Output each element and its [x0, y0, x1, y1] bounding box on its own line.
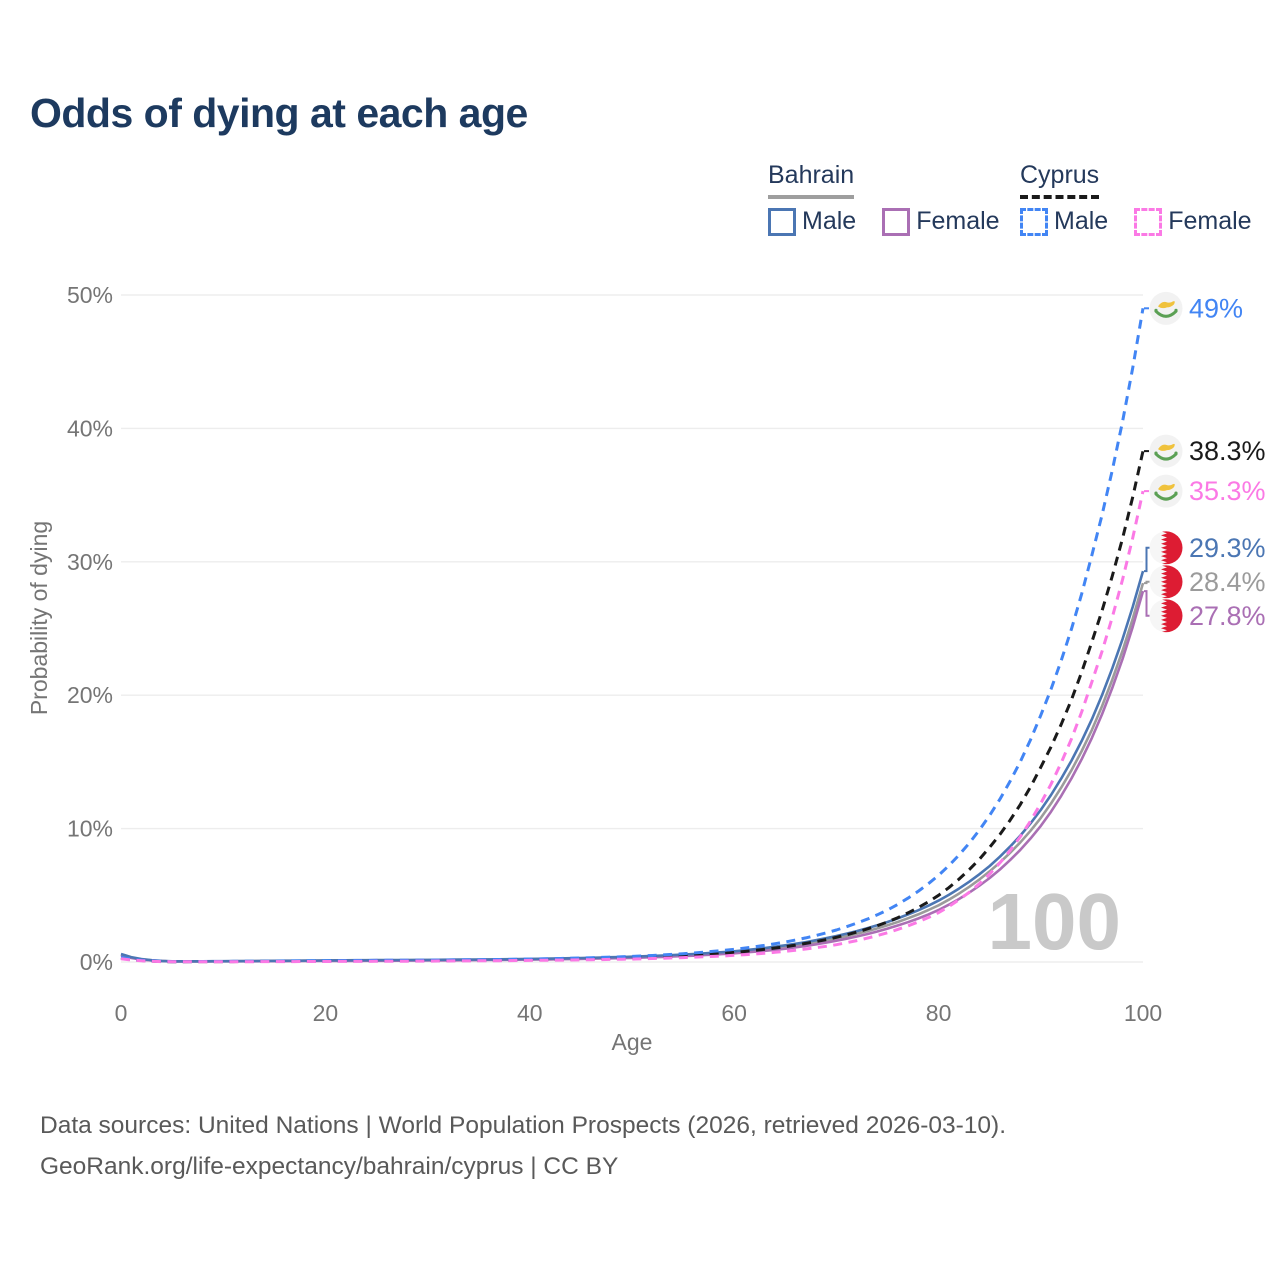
end-label-bahrain-male: 29.3% — [1144, 531, 1266, 573]
cyprus-flag-leaf — [1174, 491, 1178, 495]
cyprus-flag-icon — [1149, 291, 1183, 325]
y-tick-label: 40% — [67, 415, 113, 441]
end-label-cyprus-both: 38.3% — [1144, 434, 1266, 468]
bahrain-flag-red-field — [1161, 599, 1183, 633]
x-tick-label: 40 — [517, 1000, 543, 1026]
cyprus-flag-leaf — [1154, 308, 1158, 312]
x-tick-label: 0 — [115, 1000, 128, 1026]
source-attribution: Data sources: United Nations | World Pop… — [40, 1105, 1006, 1187]
leader-line — [1144, 546, 1150, 573]
cyprus-flag-icon — [1149, 434, 1183, 468]
cyprus-flag-wreath — [1154, 452, 1178, 461]
x-tick-label: 60 — [721, 1000, 747, 1026]
legend-country-cyprus: Cyprus — [1020, 161, 1100, 199]
y-axis-title: Probability of dying — [26, 521, 52, 715]
end-label-value: 29.3% — [1189, 533, 1266, 563]
line-cyprus-both[interactable] — [120, 450, 1145, 964]
end-label-value: 35.3% — [1189, 476, 1266, 506]
y-tick-label: 20% — [67, 682, 113, 708]
age-counter-watermark: 100 — [988, 877, 1121, 966]
cyprus-male-swatch-icon[interactable] — [1020, 207, 1048, 236]
cyprus-flag-leaf — [1154, 491, 1158, 495]
x-tick-label: 100 — [1124, 1000, 1162, 1026]
legend-label: Female — [1168, 207, 1252, 235]
end-label-value: 28.4% — [1189, 567, 1266, 597]
end-label-value: 27.8% — [1189, 601, 1266, 631]
legend-item-cyprus-male[interactable]: Male — [1020, 207, 1108, 236]
line-cyprus-male[interactable] — [120, 308, 1145, 964]
end-label-cyprus-male: 49% — [1144, 291, 1243, 325]
end-label-cyprus-female: 35.3% — [1144, 474, 1266, 508]
legend-items-bahrain: Male Female — [768, 207, 1000, 236]
x-tick-label: 20 — [313, 1000, 339, 1026]
y-tick-label: 50% — [67, 282, 113, 308]
legend-item-bahrain-male[interactable]: Male — [768, 207, 856, 236]
legend-country-bahrain: Bahrain — [768, 161, 855, 199]
data-sources-line: Data sources: United Nations | World Pop… — [40, 1112, 1007, 1139]
legend-label: Male — [1054, 207, 1109, 235]
cyprus-flag-island — [1158, 443, 1175, 451]
legend-group-cyprus: Cyprus Male Female — [1020, 161, 1252, 236]
page-title: Odds of dying at each age — [30, 90, 528, 136]
x-tick-label: 80 — [926, 1000, 952, 1026]
y-tick-label: 0% — [80, 949, 113, 975]
y-tick-label: 10% — [67, 816, 113, 842]
cyprus-flag-icon — [1149, 474, 1183, 508]
leader-line — [1144, 580, 1150, 585]
bahrain-flag-red-field — [1161, 531, 1183, 565]
bahrain-female-swatch-icon[interactable] — [882, 207, 911, 236]
y-tick-label: 30% — [67, 549, 113, 575]
cyprus-flag-leaf — [1154, 451, 1158, 455]
legend-item-cyprus-female[interactable]: Female — [1134, 207, 1252, 236]
x-axis-title: Age — [612, 1029, 653, 1055]
end-label-bahrain-female: 27.8% — [1144, 590, 1266, 633]
end-label-value: 49% — [1189, 293, 1243, 323]
legend-label: Male — [802, 207, 857, 235]
cyprus-flag-island — [1158, 301, 1175, 309]
legend-items-cyprus: Male Female — [1020, 207, 1252, 236]
cyprus-flag-leaf — [1174, 308, 1178, 312]
leader-line — [1144, 590, 1150, 617]
cyprus-flag-island — [1158, 483, 1175, 491]
bahrain-male-swatch-icon[interactable] — [768, 207, 796, 236]
source-url-line: GeoRank.org/life-expectancy/bahrain/cypr… — [40, 1153, 619, 1180]
cyprus-flag-leaf — [1174, 451, 1178, 455]
cyprus-female-swatch-icon[interactable] — [1134, 207, 1163, 236]
end-label-bahrain-both: 28.4% — [1144, 565, 1266, 599]
legend-label: Female — [916, 207, 1000, 235]
legend-item-bahrain-female[interactable]: Female — [882, 207, 1000, 236]
cyprus-flag-wreath — [1154, 309, 1178, 318]
cyprus-flag-wreath — [1154, 492, 1178, 501]
end-label-value: 38.3% — [1189, 436, 1266, 466]
legend-group-bahrain: Bahrain Male Female — [768, 161, 1000, 236]
bahrain-flag-red-field — [1161, 565, 1183, 599]
